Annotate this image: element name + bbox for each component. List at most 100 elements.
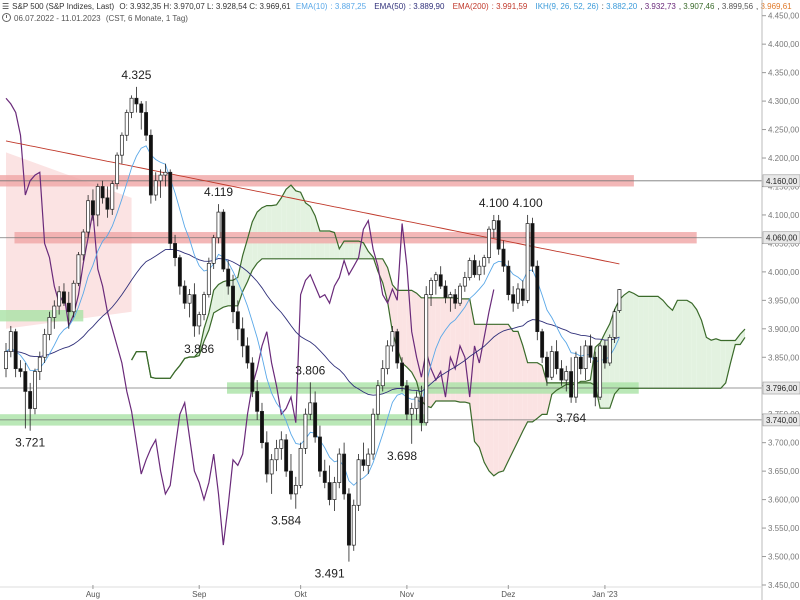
ichimoku-cloud-segment: [271, 204, 277, 259]
candle-body: [33, 371, 37, 409]
level-price-tag: [762, 413, 800, 427]
candle-body: [37, 356, 42, 372]
y-tick-label: 4.250,00: [768, 126, 800, 135]
price-annotation: 4.325: [121, 68, 151, 82]
candle-body: [525, 223, 530, 301]
candle-body: [535, 265, 540, 333]
ichimoku-cloud-segment: [402, 290, 407, 368]
ichimoku-cloud-segment: [208, 290, 214, 330]
candle-body: [607, 337, 612, 364]
ichimoku-cloud-segment: [667, 306, 673, 389]
candle-body: [231, 285, 235, 313]
candle-body: [235, 311, 240, 330]
candle-body: [62, 291, 66, 304]
ichimoku-cloud-segment: [629, 291, 634, 389]
x-tick-label: Dez: [501, 590, 515, 599]
price-annotation: 3.584: [271, 514, 301, 528]
price-zone: [0, 310, 84, 322]
candle-body: [366, 453, 371, 466]
candle-body: [47, 317, 52, 335]
candle-body: [617, 289, 622, 311]
y-tick-label: 3.550,00: [768, 524, 800, 533]
y-tick-label: 3.900,00: [768, 325, 800, 334]
y-tick-label: 4.450,00: [768, 12, 800, 21]
ema50-line: [5, 248, 620, 396]
candle-body: [511, 294, 516, 304]
candle-body: [424, 294, 429, 424]
ema200-line: [5, 140, 620, 265]
y-tick-label: 4.300,00: [768, 97, 800, 106]
y-tick-label: 3.600,00: [768, 496, 800, 505]
candle-body: [313, 402, 318, 438]
candle-body: [95, 186, 100, 216]
level-price-label: 4.060,00: [766, 234, 798, 243]
y-tick-label: 4.350,00: [768, 69, 800, 78]
ichimoku-cloud-segment: [604, 323, 610, 409]
candle-body: [520, 288, 525, 301]
candle-body: [414, 396, 419, 409]
price-annotation: 4.119: [204, 185, 233, 199]
ichimoku-cloud-segment: [696, 309, 702, 389]
candle-body: [250, 362, 255, 392]
candle-body: [192, 294, 197, 327]
y-tick-label: 3.500,00: [768, 553, 800, 562]
chart-settings: (CST, 6 Monate, 1 Tag): [105, 14, 188, 23]
candle-body: [554, 351, 559, 370]
candle-body: [598, 345, 603, 398]
candle-body: [153, 180, 158, 196]
y-tick-label: 4.200,00: [768, 154, 800, 163]
ichimoku-cloud-segment: [358, 241, 364, 259]
ikh-legend: IKH(9, 26, 52, 26): 3.882,20, 3.932,73, …: [535, 2, 792, 11]
price-annotation: 3.491: [315, 567, 345, 581]
ichimoku-cloud-segment: [648, 296, 654, 389]
candle-body: [57, 291, 62, 307]
level-price-tag: [762, 381, 800, 395]
candle-body: [482, 257, 487, 267]
ichimoku-cloud-segment: [624, 291, 630, 389]
candle-body: [182, 285, 187, 304]
candle-body: [144, 112, 149, 136]
candle-body: [28, 391, 33, 409]
ichimoku-cloud-segment: [484, 324, 489, 471]
ichimoku-cloud-segment: [290, 185, 296, 259]
x-tick-label: Okt: [294, 590, 307, 599]
candle-body: [346, 493, 351, 546]
ichimoku-cloud-segment: [377, 258, 383, 283]
candle-body: [322, 470, 327, 483]
candle-body: [448, 294, 453, 298]
candle-body: [8, 331, 13, 352]
candle-body: [578, 356, 583, 370]
candle-body: [549, 351, 554, 378]
candle-body: [545, 356, 549, 378]
candle-body: [530, 223, 535, 267]
level-price-label: 4.160,00: [766, 177, 798, 186]
ichimoku-cloud-segment: [503, 324, 509, 471]
candle-body: [506, 265, 511, 296]
ichimoku-cloud-segment: [339, 241, 345, 259]
ichimoku-cloud-segment: [213, 284, 219, 313]
ichimoku-cloud-segment: [658, 296, 663, 389]
candle-body: [453, 294, 458, 304]
ichimoku-cloud-segment: [489, 324, 494, 476]
y-tick-label: 3.950,00: [768, 296, 800, 305]
ichimoku-cloud-segment: [633, 293, 639, 389]
candle-body: [42, 334, 47, 358]
ichimoku-cloud-segment: [435, 297, 441, 401]
ichimoku-cloud-segment: [281, 189, 287, 259]
level-price-label: 3.740,00: [766, 416, 798, 425]
candle-body: [467, 260, 472, 278]
candle-body: [602, 345, 607, 364]
candle-body: [187, 294, 192, 304]
ichimoku-cloud-segment: [344, 241, 349, 259]
y-tick-label: 3.700,00: [768, 439, 800, 448]
candle-body: [158, 174, 163, 182]
candle-body: [76, 254, 81, 284]
ichimoku-cloud-segment: [711, 338, 717, 389]
ichimoku-cloud-segment: [295, 190, 301, 259]
ema10-legend: EMA(10): 3.887,25: [295, 2, 367, 11]
candle-body: [23, 371, 28, 392]
candle-body: [139, 103, 144, 113]
candle-body: [124, 112, 129, 136]
ichimoku-cloud-segment: [445, 297, 451, 401]
